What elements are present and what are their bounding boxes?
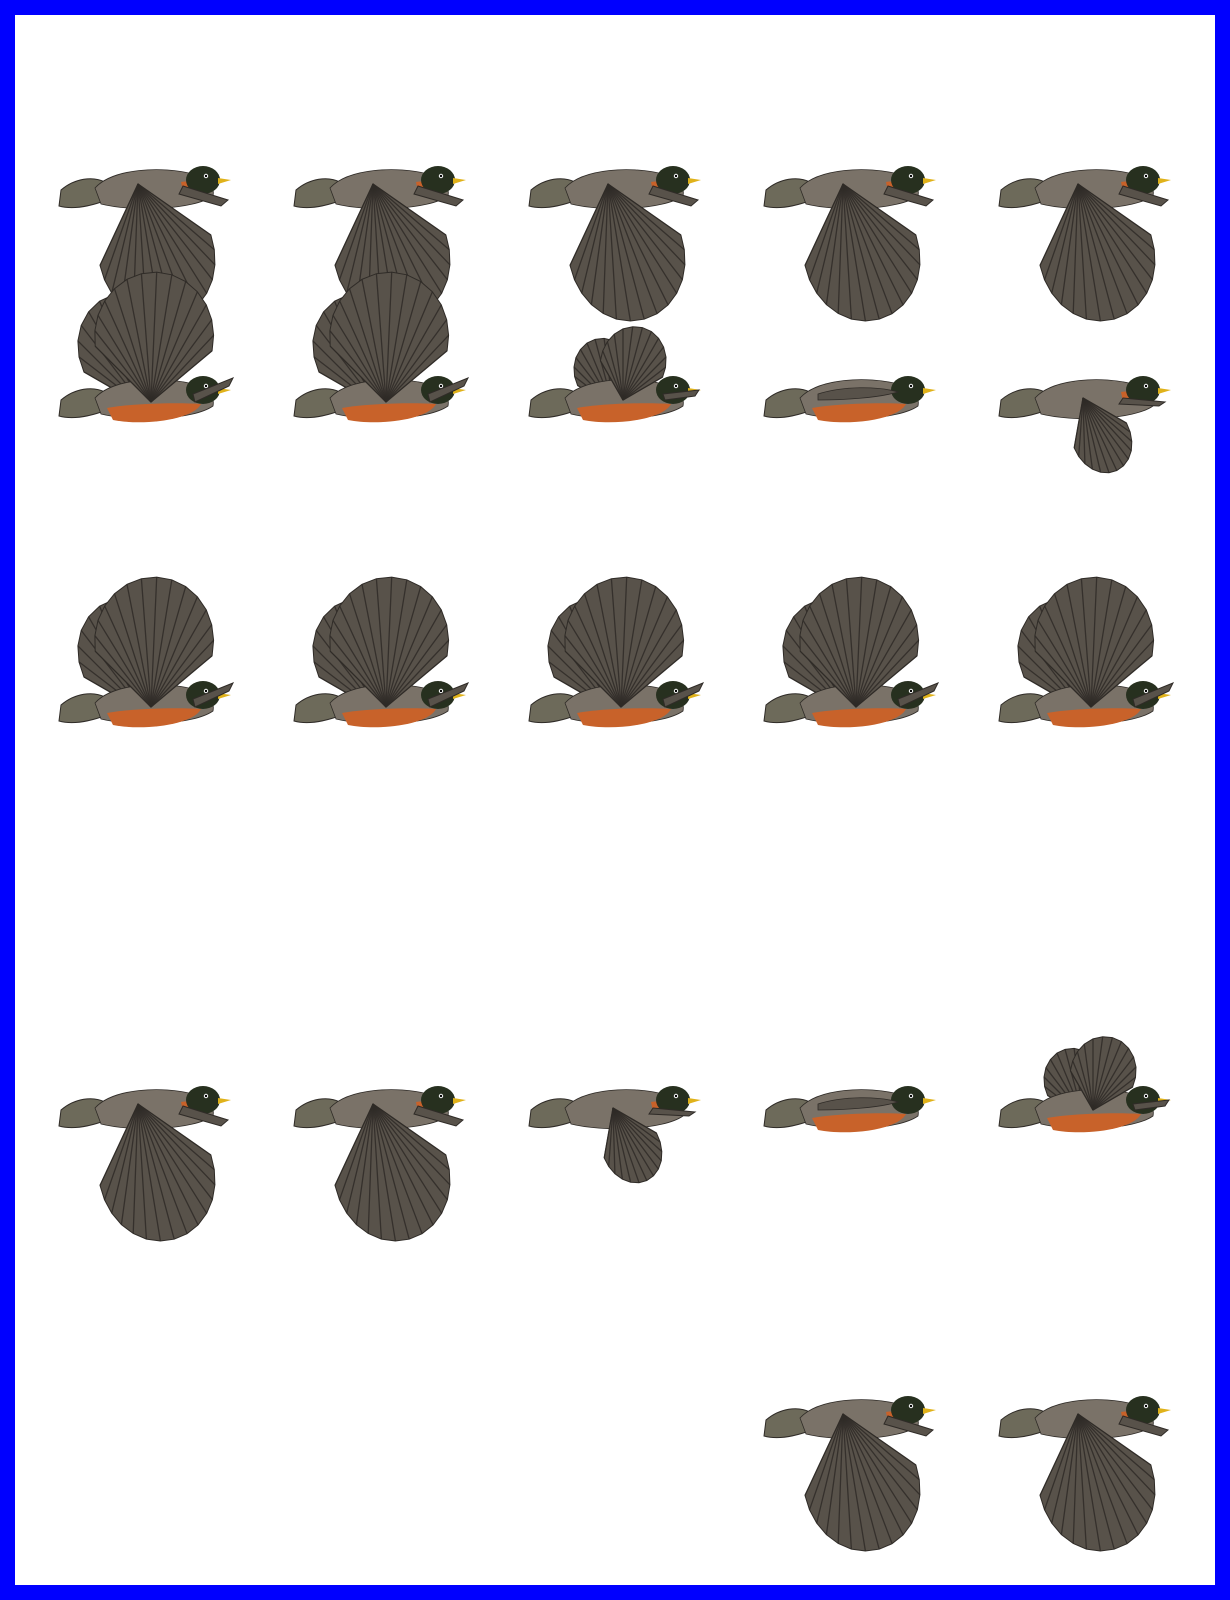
robin-image	[763, 166, 936, 322]
robin-sprite-frame	[748, 576, 943, 825]
robin-sprite-frame	[43, 271, 238, 520]
robin-sprite-frame	[513, 576, 708, 825]
robin-image	[293, 576, 470, 728]
robin-sprite-frame	[983, 576, 1178, 825]
robin-image	[998, 576, 1175, 728]
robin-sprite-frame	[513, 1060, 708, 1230]
robin-image	[528, 166, 701, 322]
robin-image	[58, 271, 235, 423]
robin-image	[763, 376, 936, 423]
robin-image	[528, 326, 701, 423]
robin-sprite-frame	[513, 326, 708, 520]
robin-image	[763, 576, 940, 728]
robin-image	[998, 166, 1171, 322]
robin-image	[528, 576, 705, 728]
robin-image	[293, 271, 470, 423]
robin-image	[58, 576, 235, 728]
robin-sprite-frame	[748, 350, 943, 520]
robin-sprite-frame	[748, 1370, 943, 1552]
robin-image	[58, 1086, 231, 1242]
robin-image	[293, 1086, 466, 1242]
robin-image	[763, 1086, 936, 1133]
robin-image	[998, 1036, 1171, 1133]
robin-sprite-frame	[278, 1060, 473, 1242]
robin-sprite-frame	[748, 1060, 943, 1230]
robin-sprite-frame	[983, 1036, 1178, 1230]
robin-sprite-frame	[983, 1370, 1178, 1552]
robin-sprite-frame	[983, 140, 1178, 322]
robin-sprite-frame	[43, 576, 238, 825]
robin-sprite-frame	[43, 1060, 238, 1242]
robin-sprite-frame	[983, 350, 1178, 520]
robin-image	[998, 1396, 1171, 1552]
robin-sprite-frame	[513, 140, 708, 322]
robin-sprite-frame	[278, 576, 473, 825]
robin-image	[998, 376, 1171, 474]
robin-image	[528, 1086, 701, 1184]
robin-image	[763, 1396, 936, 1552]
robin-sprite-frame	[748, 140, 943, 322]
robin-sprite-frame	[278, 271, 473, 520]
